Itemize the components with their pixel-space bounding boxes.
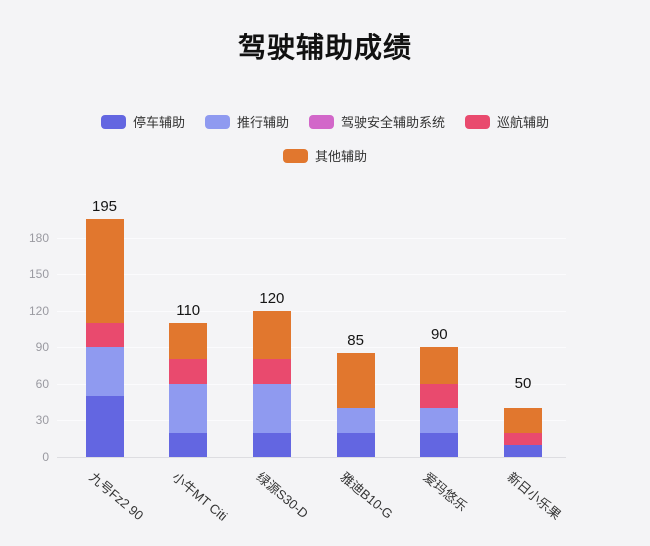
x-axis-label-5: 新日小乐果 bbox=[504, 469, 564, 523]
y-tick-label: 60 bbox=[35, 376, 49, 391]
legend-label: 巡航辅助 bbox=[497, 115, 550, 130]
legend-item-3[interactable]: 巡航辅助 bbox=[465, 112, 549, 131]
chart-title: 驾驶辅助成绩 bbox=[237, 32, 412, 63]
bar-total-label: 120 bbox=[259, 289, 285, 307]
legend-label: 推行辅助 bbox=[236, 115, 289, 130]
bar-segment-推行辅助-1[interactable] bbox=[169, 383, 208, 433]
legend-swatch-icon bbox=[465, 114, 491, 129]
legend-swatch-icon bbox=[282, 148, 308, 163]
x-axis-label-2: 绿源S30-D bbox=[253, 469, 312, 522]
bar-segment-其他辅助-4[interactable] bbox=[420, 347, 459, 384]
bar-segment-推行辅助-0[interactable] bbox=[85, 347, 124, 397]
bar-total-label: 90 bbox=[430, 326, 448, 344]
legend-swatch-icon bbox=[204, 114, 230, 129]
bar-segment-巡航辅助-0[interactable] bbox=[85, 322, 124, 348]
x-axis-label-0: 九号Fz2 90 bbox=[85, 469, 146, 524]
bar-segment-停车辅助-3[interactable] bbox=[336, 432, 375, 457]
legend-row-2: 其他辅助 bbox=[0, 146, 650, 165]
x-axis-label-4: 爱玛悠乐 bbox=[420, 469, 471, 515]
bar-segment-停车辅助-4[interactable] bbox=[420, 432, 459, 457]
bar-segment-停车辅助-5[interactable] bbox=[504, 444, 542, 457]
bar-segment-其他辅助-0[interactable] bbox=[85, 219, 124, 323]
bar-segment-其他辅助-3[interactable] bbox=[336, 353, 375, 409]
gridline bbox=[57, 310, 566, 312]
legend-item-1[interactable]: 推行辅助 bbox=[204, 112, 289, 131]
y-tick-label: 30 bbox=[35, 413, 49, 428]
bar-segment-停车辅助-2[interactable] bbox=[252, 432, 291, 457]
gridline bbox=[57, 274, 566, 276]
legend-item-2[interactable]: 驾驶安全辅助系统 bbox=[309, 112, 445, 131]
bar-segment-推行辅助-2[interactable] bbox=[252, 383, 291, 433]
x-axis-line bbox=[57, 457, 566, 458]
bar-total-label: 110 bbox=[176, 301, 201, 319]
bar-segment-其他辅助-1[interactable] bbox=[169, 322, 208, 360]
legend-row-1: 停车辅助 推行辅助 驾驶安全辅助系统 巡航辅助 bbox=[0, 112, 650, 131]
legend-label: 停车辅助 bbox=[132, 115, 185, 130]
bar-total-label: 195 bbox=[91, 198, 118, 216]
bar-total-label: 85 bbox=[347, 332, 364, 350]
gridline bbox=[57, 237, 566, 239]
y-tick-label: 180 bbox=[28, 230, 49, 245]
bar-segment-巡航辅助-4[interactable] bbox=[420, 383, 459, 409]
bar-segment-巡航辅助-2[interactable] bbox=[252, 359, 291, 384]
bar-segment-其他辅助-5[interactable] bbox=[504, 408, 542, 433]
x-axis-label-1: 小牛MT Citi bbox=[169, 469, 231, 524]
legend-swatch-icon bbox=[100, 114, 126, 129]
y-tick-label: 90 bbox=[35, 340, 49, 355]
bar-segment-其他辅助-2[interactable] bbox=[252, 310, 291, 360]
gridline bbox=[57, 383, 566, 385]
legend-label: 其他辅助 bbox=[314, 149, 367, 164]
legend-item-0[interactable]: 停车辅助 bbox=[100, 112, 185, 131]
bar-segment-停车辅助-1[interactable] bbox=[169, 432, 208, 457]
y-tick-label: 120 bbox=[28, 303, 49, 318]
bar-segment-停车辅助-0[interactable] bbox=[85, 396, 124, 457]
legend-item-4[interactable]: 其他辅助 bbox=[282, 146, 367, 165]
bar-segment-推行辅助-4[interactable] bbox=[420, 408, 459, 433]
gridline bbox=[57, 347, 566, 349]
legend-swatch-icon bbox=[309, 114, 334, 129]
x-axis-label-3: 雅迪B10-G bbox=[337, 469, 396, 522]
legend-label: 驾驶安全辅助系统 bbox=[341, 115, 446, 130]
bar-total-label: 50 bbox=[514, 375, 532, 393]
y-tick-label: 0 bbox=[42, 450, 49, 464]
bar-segment-巡航辅助-1[interactable] bbox=[169, 359, 208, 384]
gridline bbox=[57, 420, 566, 422]
bar-segment-巡航辅助-5[interactable] bbox=[504, 432, 542, 445]
y-tick-label: 150 bbox=[28, 267, 49, 282]
bar-segment-推行辅助-3[interactable] bbox=[336, 408, 375, 433]
